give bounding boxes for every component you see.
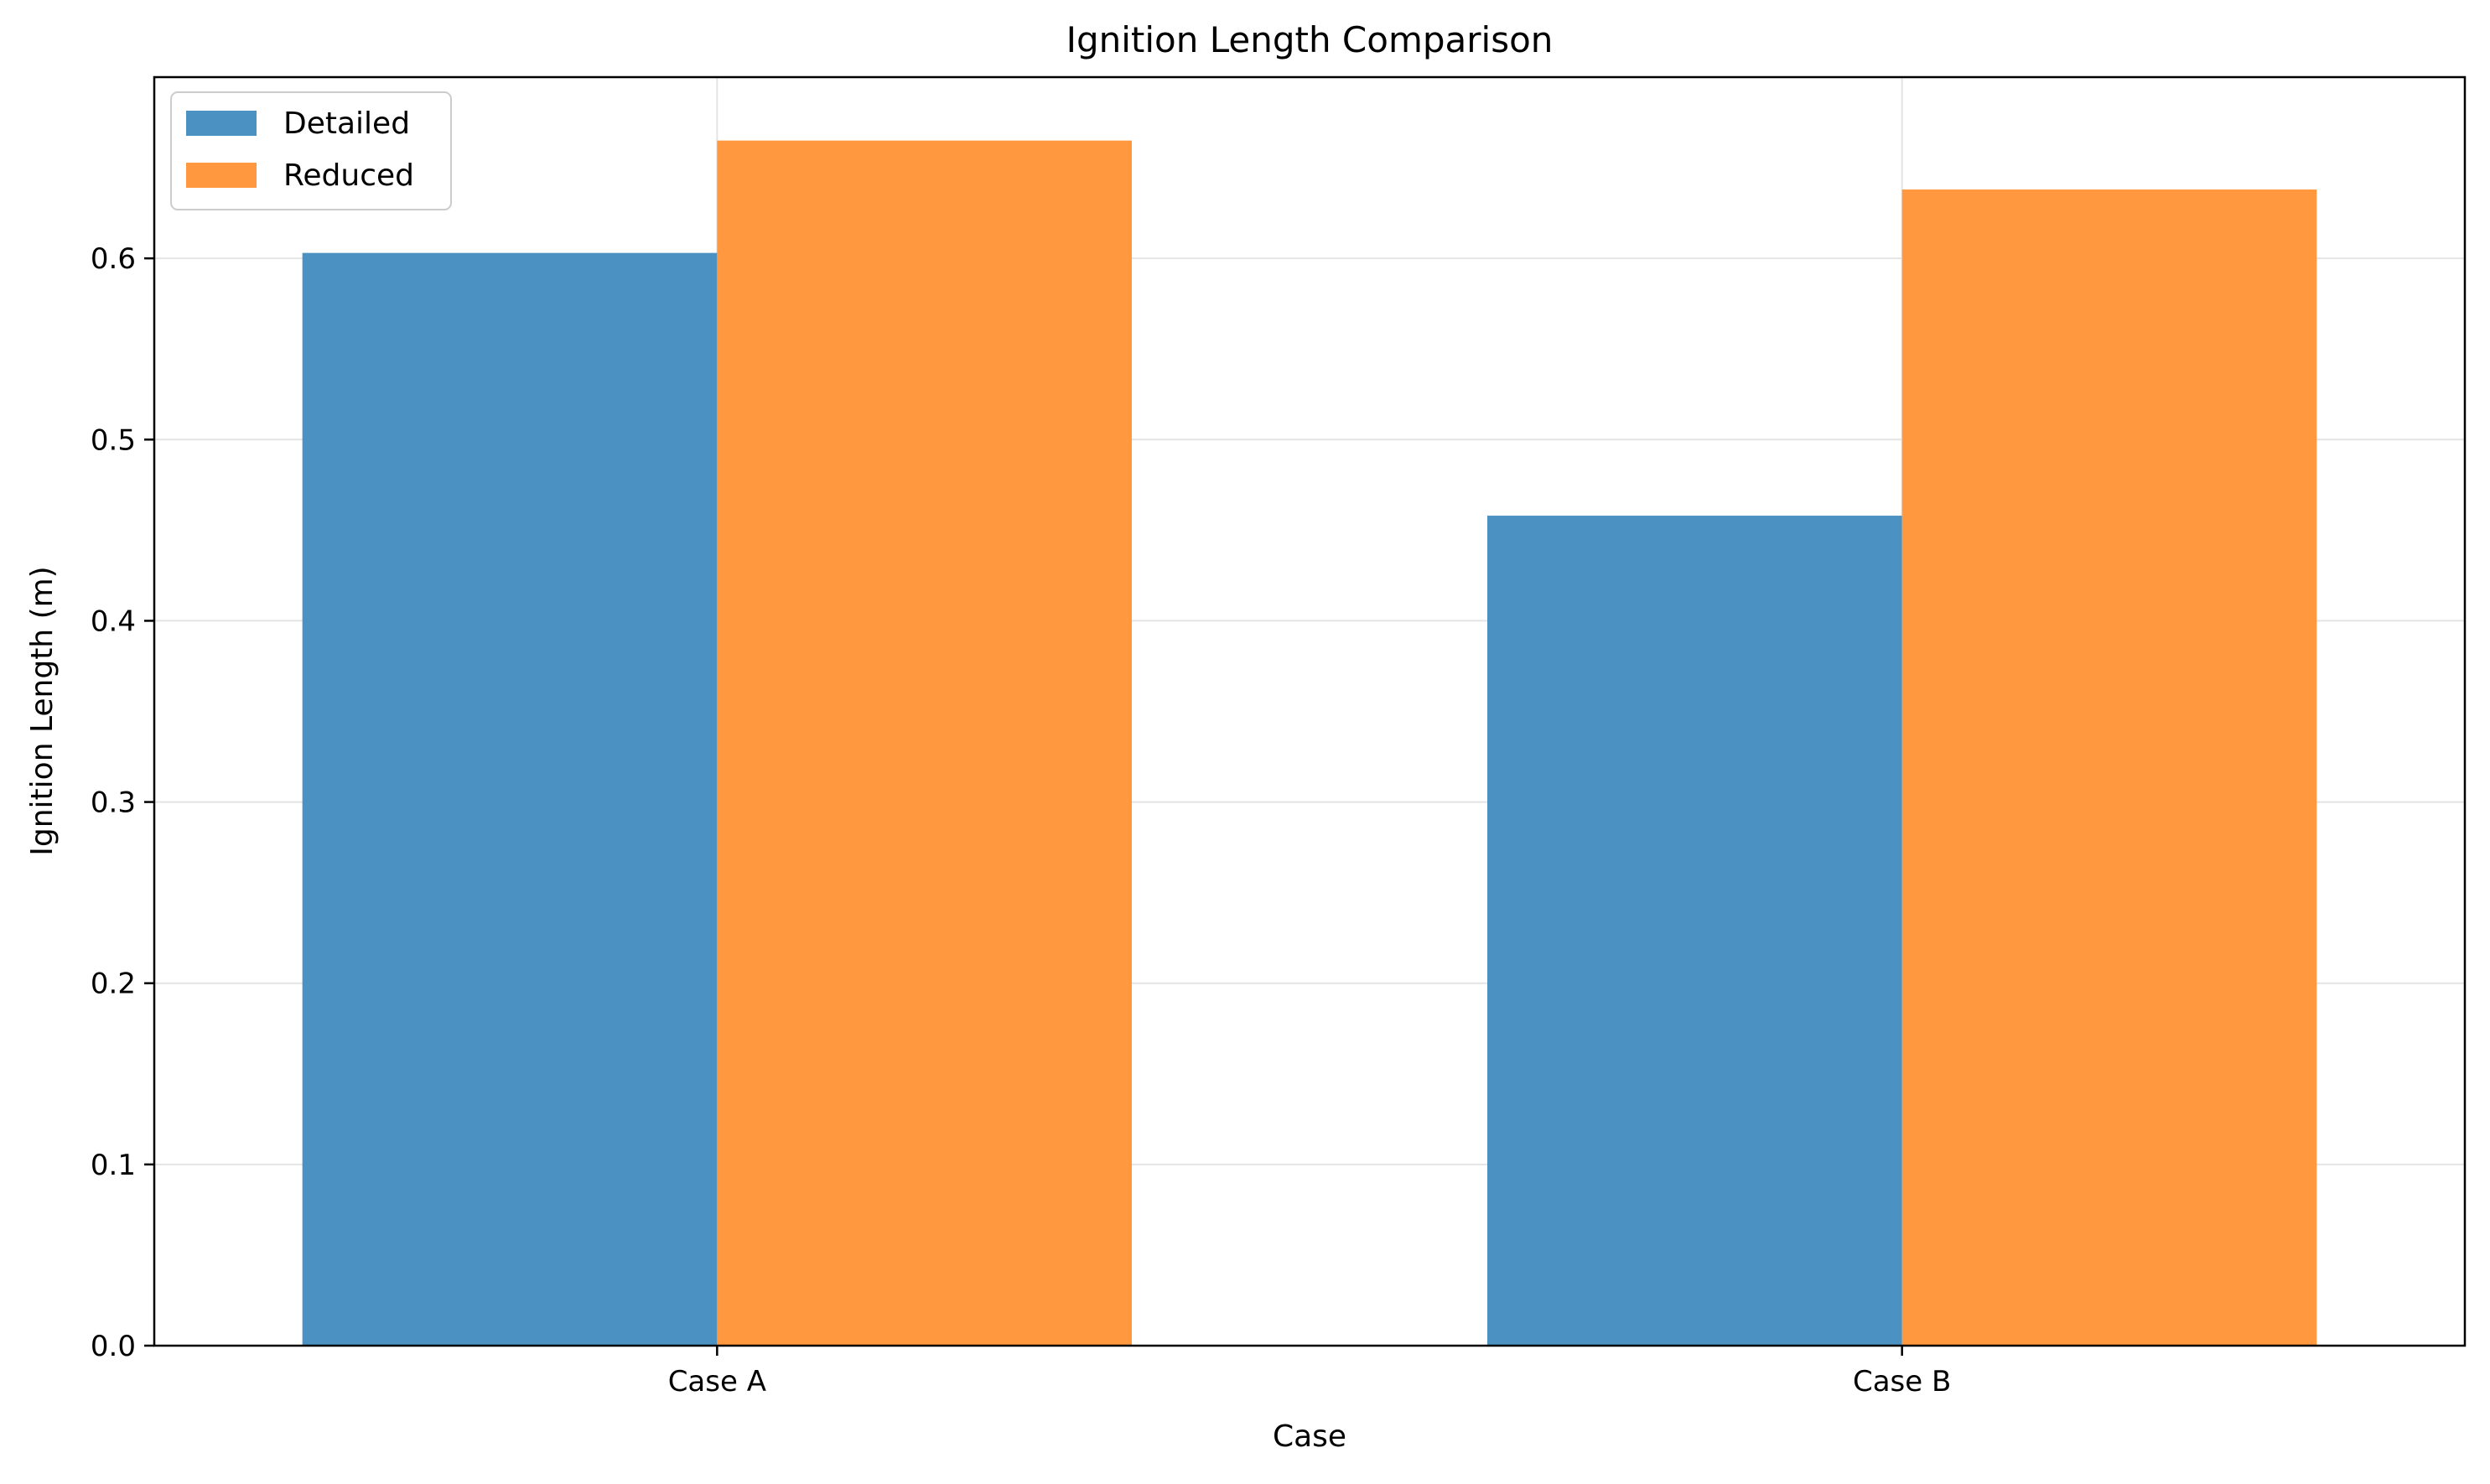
chart-title: Ignition Length Comparison [1066, 19, 1554, 60]
legend: Detailed Reduced [170, 91, 452, 210]
plot-frame [153, 75, 2467, 1347]
y-tick-label: 0.4 [91, 604, 136, 638]
x-tick-label: Case A [668, 1365, 766, 1398]
y-axis-label: Ignition Length (m) [25, 566, 60, 855]
x-axis-label: Case [1273, 1419, 1346, 1454]
y-tick-label: 0.1 [91, 1149, 136, 1182]
x-tick-label: Case B [1853, 1365, 1951, 1398]
legend-label-detailed: Detailed [283, 106, 410, 141]
bar-detailed-case-b [1487, 516, 1902, 1346]
y-tick-label: 0.6 [91, 242, 136, 276]
y-tick-label: 0.5 [91, 423, 136, 457]
y-tick-label: 0.0 [91, 1330, 136, 1363]
y-tick-label: 0.3 [91, 786, 136, 820]
axis-ticks: 0.0 0.1 0.2 0.3 0.4 0.5 0.6 Case A Case B [91, 242, 1951, 1398]
bar-reduced-case-b [1901, 189, 2317, 1346]
legend-swatch-detailed [186, 111, 257, 136]
legend-label-reduced: Reduced [283, 158, 414, 193]
bars [302, 140, 2317, 1346]
bar-reduced-case-a [717, 140, 1132, 1346]
bar-detailed-case-a [302, 252, 718, 1346]
y-tick-label: 0.2 [91, 968, 136, 1001]
legend-swatch-reduced [186, 163, 257, 188]
